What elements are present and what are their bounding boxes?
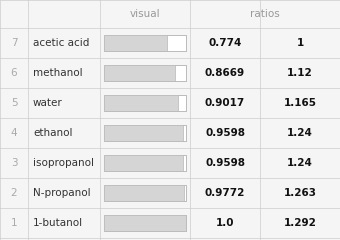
Text: 1.0: 1.0 bbox=[216, 218, 234, 228]
Text: water: water bbox=[33, 98, 63, 108]
Bar bbox=[104, 65, 175, 81]
Text: acetic acid: acetic acid bbox=[33, 38, 89, 48]
Bar bbox=[104, 35, 186, 51]
Text: 0.9598: 0.9598 bbox=[205, 158, 245, 168]
Bar bbox=[104, 185, 186, 201]
Text: 7: 7 bbox=[11, 38, 17, 48]
Text: visual: visual bbox=[130, 9, 160, 19]
Text: 3: 3 bbox=[11, 158, 17, 168]
Bar bbox=[104, 65, 186, 81]
Text: 1.24: 1.24 bbox=[287, 128, 313, 138]
Bar bbox=[104, 155, 186, 171]
Text: 1: 1 bbox=[296, 38, 304, 48]
Text: 1.165: 1.165 bbox=[284, 98, 317, 108]
Text: 1.24: 1.24 bbox=[287, 158, 313, 168]
Bar bbox=[104, 155, 183, 171]
Text: N-propanol: N-propanol bbox=[33, 188, 91, 198]
Bar bbox=[104, 215, 186, 231]
Bar bbox=[104, 35, 168, 51]
Bar bbox=[104, 215, 186, 231]
Text: methanol: methanol bbox=[33, 68, 83, 78]
Text: ethanol: ethanol bbox=[33, 128, 72, 138]
Bar bbox=[104, 95, 186, 111]
Text: 1.292: 1.292 bbox=[284, 218, 317, 228]
Text: isopropanol: isopropanol bbox=[33, 158, 94, 168]
Text: 1.263: 1.263 bbox=[284, 188, 317, 198]
Text: 0.9598: 0.9598 bbox=[205, 128, 245, 138]
Bar bbox=[104, 95, 186, 111]
Text: 0.774: 0.774 bbox=[208, 38, 242, 48]
Bar bbox=[104, 185, 186, 201]
Bar bbox=[104, 215, 186, 231]
Text: 5: 5 bbox=[11, 98, 17, 108]
Text: 0.8669: 0.8669 bbox=[205, 68, 245, 78]
Bar bbox=[104, 125, 186, 141]
Bar bbox=[104, 125, 186, 141]
Bar bbox=[104, 65, 186, 81]
Bar bbox=[104, 35, 186, 51]
Bar bbox=[104, 155, 186, 171]
Bar bbox=[104, 125, 183, 141]
Bar bbox=[104, 185, 184, 201]
Text: 2: 2 bbox=[11, 188, 17, 198]
Text: 1: 1 bbox=[11, 218, 17, 228]
Text: 0.9772: 0.9772 bbox=[205, 188, 245, 198]
Text: 6: 6 bbox=[11, 68, 17, 78]
Bar bbox=[104, 95, 178, 111]
Text: 1-butanol: 1-butanol bbox=[33, 218, 83, 228]
Text: ratios: ratios bbox=[250, 9, 280, 19]
Text: 0.9017: 0.9017 bbox=[205, 98, 245, 108]
Text: 4: 4 bbox=[11, 128, 17, 138]
Text: 1.12: 1.12 bbox=[287, 68, 313, 78]
